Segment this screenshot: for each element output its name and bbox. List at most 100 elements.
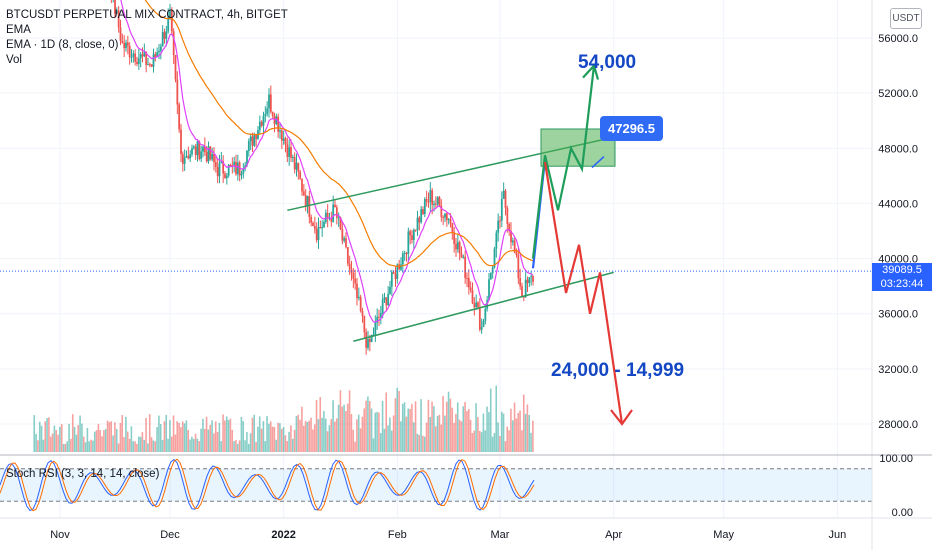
- volume-bar: [491, 436, 494, 452]
- volume-bar: [202, 418, 204, 452]
- volume-bar: [181, 421, 184, 452]
- volume-bar: [326, 431, 329, 452]
- candle-body: [216, 166, 219, 177]
- indicator-ema[interactable]: EMA: [6, 24, 31, 36]
- volume-bar: [176, 421, 179, 452]
- volume-bar: [161, 440, 164, 452]
- candle-body: [385, 297, 388, 306]
- volume-bar: [68, 423, 70, 452]
- candle-body: [227, 164, 230, 176]
- candle-body: [291, 157, 294, 159]
- volume-bar: [251, 417, 254, 452]
- candle-body: [293, 157, 296, 170]
- volume-bar: [49, 436, 52, 452]
- candle-body: [143, 51, 146, 57]
- candle-body: [482, 320, 485, 327]
- volume-bar: [269, 421, 272, 452]
- candle-body: [174, 55, 177, 80]
- x-tick-label: Nov: [50, 529, 70, 541]
- candle-body: [458, 242, 461, 254]
- volume-bar: [343, 404, 345, 452]
- candle-body: [359, 296, 362, 312]
- volume-bar: [381, 400, 384, 452]
- candle-body: [422, 209, 424, 215]
- candle-body: [137, 58, 140, 64]
- candle-body: [170, 10, 173, 32]
- volume-bar: [53, 425, 56, 452]
- candle-body: [247, 141, 250, 152]
- volume-bar: [150, 437, 153, 452]
- volume-bar: [352, 429, 355, 452]
- ema-fast-line: [120, 0, 534, 323]
- x-tick-label: Feb: [388, 529, 407, 541]
- candle-body: [269, 94, 272, 112]
- volume-bar: [180, 427, 182, 452]
- bullish-arrowhead: [582, 63, 600, 80]
- volume-bar: [427, 399, 430, 452]
- volume-bar: [367, 396, 369, 452]
- candle-body: [370, 334, 373, 342]
- symbol-title[interactable]: BTCUSDT PERPETUAL MIX CONTRACT, 4h, BITG…: [6, 9, 288, 21]
- candle-body: [427, 201, 430, 203]
- volume-bar: [392, 415, 395, 452]
- volume-bar: [170, 436, 173, 452]
- volume-bar: [447, 391, 450, 452]
- candle-body: [194, 146, 197, 156]
- volume-bar: [196, 438, 199, 452]
- volume-bar: [493, 432, 496, 452]
- volume-bar: [40, 425, 43, 452]
- candle-body: [506, 207, 509, 224]
- bullish-path: [531, 65, 596, 259]
- candle-body: [438, 197, 441, 206]
- ema-lines: [120, 0, 534, 323]
- volume-bar: [475, 403, 477, 452]
- volume-bar: [128, 438, 131, 452]
- volume-bar: [264, 441, 267, 452]
- volume-bar: [66, 441, 69, 452]
- volume-bar: [42, 439, 45, 452]
- volume-bar: [38, 421, 41, 452]
- x-tick-label: 2022: [271, 529, 295, 541]
- candle-body: [389, 286, 391, 294]
- stoch-d-line: [0, 458, 535, 512]
- volume-bar: [306, 421, 309, 452]
- volume-bar: [480, 432, 483, 452]
- volume-bar: [385, 392, 388, 452]
- candle-body: [434, 203, 437, 205]
- candle-body: [214, 162, 217, 167]
- candle-body: [260, 121, 263, 126]
- candle-body: [121, 40, 124, 43]
- candle-body: [240, 173, 243, 176]
- volume-bar: [486, 406, 488, 452]
- volume-bar: [207, 429, 210, 452]
- volume-bar: [284, 435, 287, 452]
- volume-bar: [354, 441, 356, 452]
- indicator-volume[interactable]: Vol: [6, 54, 22, 66]
- candle-body: [302, 191, 305, 196]
- candle-body: [299, 171, 302, 179]
- badge-pointer: [591, 156, 605, 169]
- volume-bar: [244, 440, 246, 452]
- volume-bar: [51, 433, 54, 452]
- candle-body: [178, 104, 181, 130]
- x-tick-label: Mar: [491, 529, 510, 541]
- volume-bar: [482, 413, 485, 452]
- volume-bar: [279, 423, 281, 452]
- volume-bar: [374, 412, 377, 452]
- volume-bar: [324, 418, 327, 452]
- volume-bar: [407, 408, 410, 452]
- stoch-tick-label: 0.00: [892, 507, 913, 519]
- candle-body: [126, 42, 129, 46]
- indicator-ema-1d[interactable]: EMA · 1D (8, close, 0): [6, 39, 119, 51]
- volume-bar: [453, 422, 455, 452]
- candle-body: [132, 53, 135, 57]
- candle-body: [467, 278, 470, 288]
- volume-bar: [341, 406, 344, 452]
- candle-body: [209, 146, 212, 160]
- volume-bar: [401, 403, 404, 452]
- volume-bar: [506, 426, 509, 452]
- volume-bar: [213, 433, 215, 452]
- channel-lower-line: [353, 271, 614, 343]
- currency-unit-button[interactable]: USDT: [890, 8, 922, 29]
